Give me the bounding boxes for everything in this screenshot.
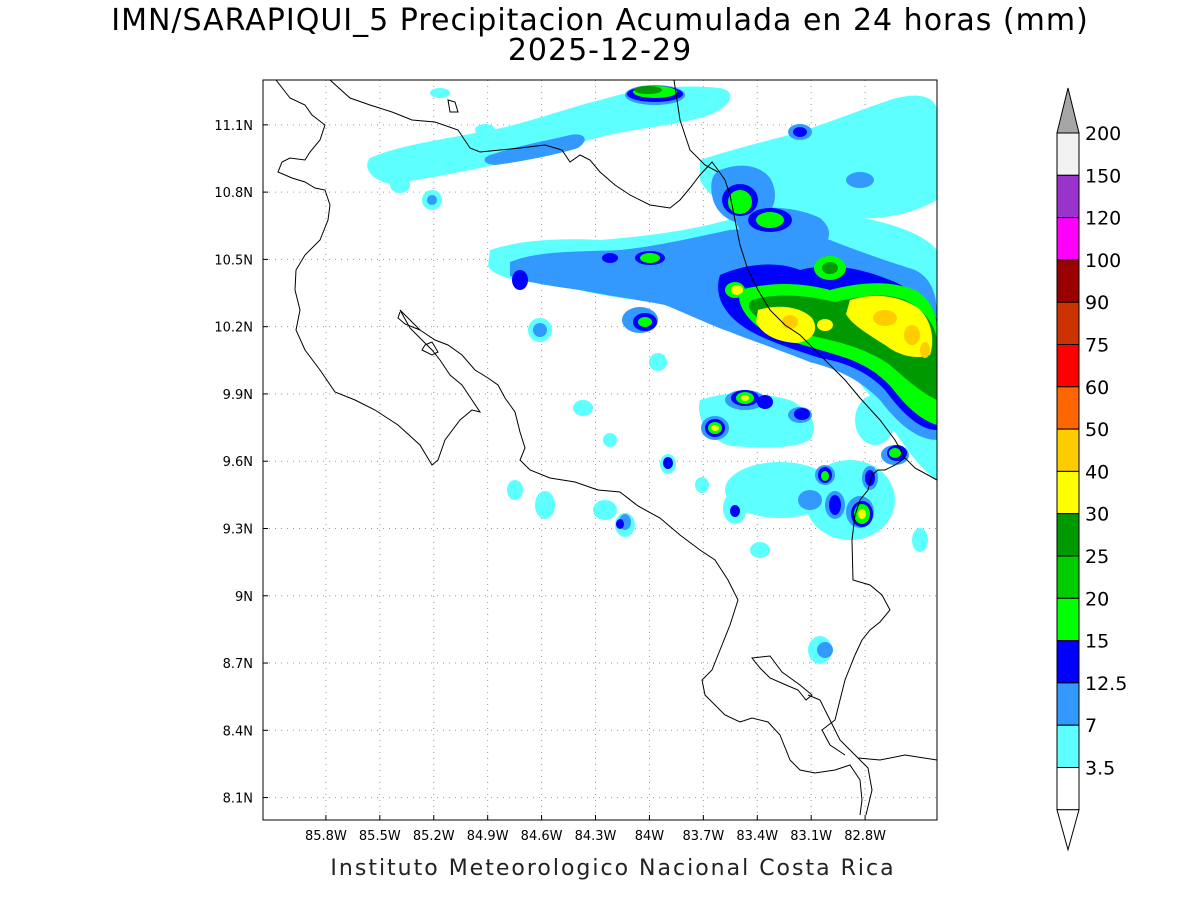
y-tick-label: 10.8N [214,186,253,201]
x-tick-label: 82.8W [844,829,886,844]
colorbar-swatch [1056,217,1080,261]
map-title: IMN/SARAPIQUI_5 Precipitacion Acumulada … [111,3,1089,38]
y-tick-label: 8.1N [223,792,253,807]
footer-credit: Instituto Meteorologico Nacional Costa R… [330,856,896,881]
y-tick-label: 9N [235,590,253,605]
colorbar-label: 75 [1085,335,1109,357]
colorbar-label: 90 [1085,292,1109,314]
colorbar-swatch [1056,386,1080,430]
colorbar-label: 200 [1085,123,1121,145]
colorbar-label: 3.5 [1085,758,1115,780]
colorbar-label: 40 [1085,461,1109,483]
colorbar-label: 30 [1085,504,1109,526]
y-tick-label: 10.5N [214,253,253,268]
colorbar: 200 150 120 100 90 75 60 50 40 30 25 20 15 12.5 7 3.5 [1056,87,1127,852]
x-tick-label: 85.2W [413,829,455,844]
colorbar-label: 60 [1085,377,1109,399]
x-tick-label: 84.6W [521,829,563,844]
colorbar-label: 25 [1085,546,1109,568]
colorbar-swatch [1056,344,1080,388]
colorbar-swatch [1056,470,1080,515]
y-tick-label: 9.9N [223,388,253,403]
colorbar-label: 50 [1085,419,1109,441]
colorbar-label: 20 [1085,588,1109,610]
map-frame [262,79,938,821]
coastline [275,80,937,816]
colorbar-label: 12.5 [1085,673,1127,695]
colorbar-label: 100 [1085,250,1121,272]
colorbar-swatch [1056,132,1080,176]
x-tick-label: 84.9W [467,829,509,844]
colorbar-swatch [1056,259,1080,303]
y-tick-label: 8.7N [223,657,253,672]
colorbar-swatch [1056,640,1080,684]
latitude-axis: 11.1N 10.8N 10.5N 10.2N 9.9N 9.6N 9.3N 9N 8.7N 8.… [214,119,268,807]
x-tick-label: 83.4W [736,829,778,844]
colorbar-label: 7 [1085,715,1097,737]
colorbar-swatch [1056,597,1080,642]
colorbar-swatch [1056,513,1080,557]
colorbar-swatch [1056,682,1080,726]
colorbar-label: 120 [1085,208,1121,230]
colorbar-label: 15 [1085,631,1109,653]
y-tick-label: 11.1N [214,119,253,134]
x-tick-label: 83.7W [682,829,724,844]
x-tick-label: 84.3W [575,829,617,844]
precipitation-field [367,85,937,664]
y-tick-label: 9.6N [223,455,253,470]
colorbar-label: 150 [1085,165,1121,187]
colorbar-swatch [1056,428,1080,472]
colorbar-under-triangle [1056,809,1080,852]
map-date: 2025-12-29 [507,33,693,68]
colorbar-swatch [1056,767,1080,811]
x-tick-label: 85.5W [359,829,401,844]
y-tick-label: 10.2N [214,321,253,336]
y-tick-label: 8.4N [223,724,253,739]
colorbar-over-triangle [1056,87,1080,134]
x-tick-label: 84W [635,829,665,844]
colorbar-swatch [1056,301,1080,346]
colorbar-swatch [1056,555,1080,599]
colorbar-swatch [1056,174,1080,219]
longitude-axis: 85.8W 85.5W 85.2W 84.9W 84.6W 84.3W 84W 83.7W 83… [305,815,886,844]
x-tick-label: 83.1W [790,829,832,844]
colorbar-swatch [1056,724,1080,769]
x-tick-label: 85.8W [305,829,347,844]
y-tick-label: 9.3N [223,522,253,537]
